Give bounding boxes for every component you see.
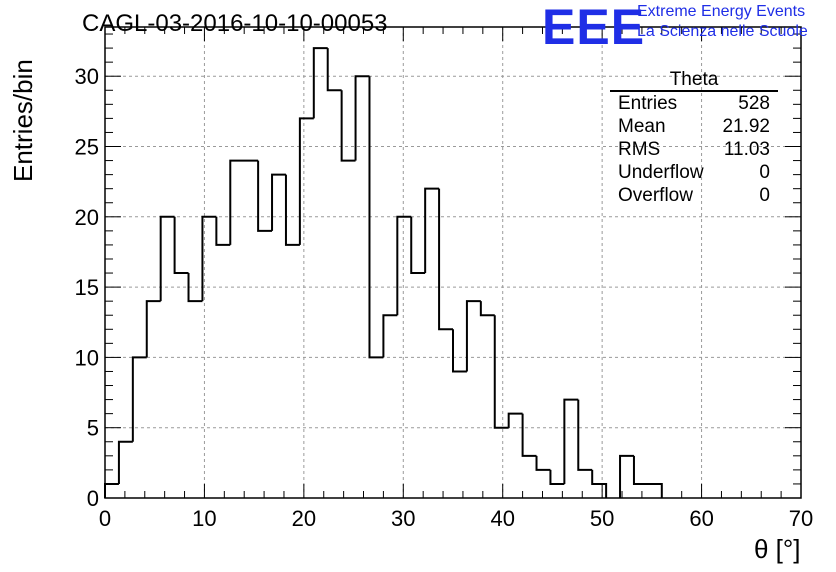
logo-subtitle-2: La Scienza nelle Scuole xyxy=(637,23,808,40)
logo-subtitle-1: Extreme Energy Events xyxy=(637,3,806,20)
stats-label: Mean xyxy=(618,116,666,137)
stats-label: Entries xyxy=(618,93,678,114)
stats-row-entries: Entries 528 xyxy=(610,92,778,115)
x-tick-label: 30 xyxy=(391,506,415,531)
x-tick-label: 10 xyxy=(192,506,216,531)
tick-labels: 0 10 20 30 40 50 60 70 0 5 10 15 20 25 30 xyxy=(75,64,814,531)
stats-label: Underflow xyxy=(618,162,704,183)
axis-ticks xyxy=(104,27,802,499)
y-tick-label: 15 xyxy=(75,275,99,300)
stats-value: 0 xyxy=(759,162,770,183)
y-tick-label: 30 xyxy=(75,64,99,89)
y-tick-label: 25 xyxy=(75,135,99,160)
y-tick-label: 20 xyxy=(75,205,99,230)
stats-row-underflow: Underflow 0 xyxy=(610,161,778,184)
stats-value: 21.92 xyxy=(722,116,770,137)
x-tick-label: 0 xyxy=(99,506,111,531)
plot-border xyxy=(104,26,802,499)
eee-logo: EEE xyxy=(542,0,646,55)
stats-value: 528 xyxy=(738,93,770,114)
plot-frame xyxy=(104,26,802,499)
y-axis-label: Entries/bin xyxy=(8,59,38,182)
y-tick-label: 5 xyxy=(87,416,99,441)
x-tick-label: 60 xyxy=(689,506,713,531)
chart-title: CAGL-03-2016-10-10-00053 xyxy=(82,10,388,37)
stats-row-overflow: Overflow 0 xyxy=(610,184,778,207)
stats-label: Overflow xyxy=(618,185,693,206)
x-axis-label: θ [°] xyxy=(754,534,801,564)
x-tick-label: 40 xyxy=(490,506,514,531)
stats-title: Theta xyxy=(610,70,778,92)
stats-value: 11.03 xyxy=(723,139,770,160)
stats-row-mean: Mean 21.92 xyxy=(610,115,778,138)
y-tick-label: 10 xyxy=(75,345,99,370)
stats-label: RMS xyxy=(618,139,661,160)
histogram-step-line xyxy=(104,47,663,498)
grid-lines xyxy=(105,27,801,498)
x-tick-label: 20 xyxy=(292,506,316,531)
histogram-series xyxy=(104,47,663,498)
stats-box: Theta Entries 528 Mean 21.92 RMS 11.03 U… xyxy=(610,70,778,207)
stats-value: 0 xyxy=(759,185,770,206)
x-tick-label: 50 xyxy=(590,506,614,531)
x-tick-label: 70 xyxy=(789,506,813,531)
y-tick-label: 0 xyxy=(87,486,99,511)
stats-row-rms: RMS 11.03 xyxy=(610,138,778,161)
